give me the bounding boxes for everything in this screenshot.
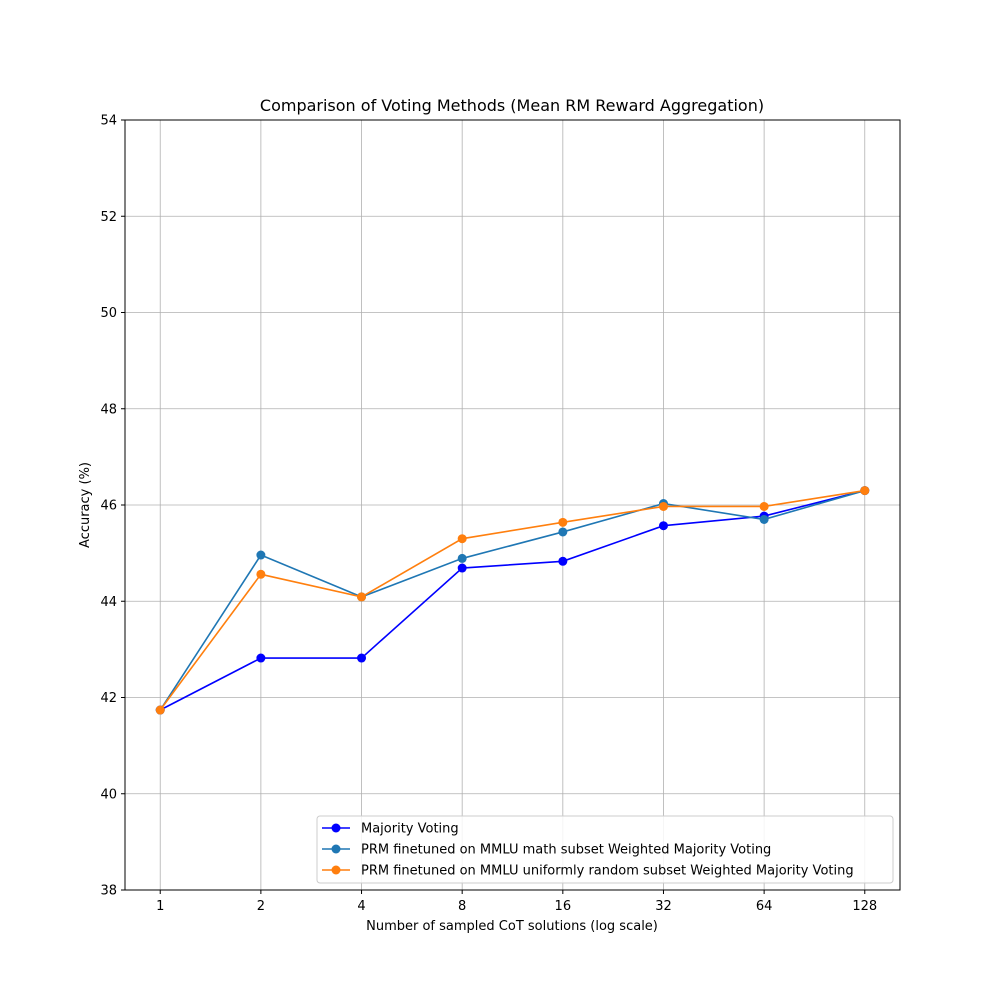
data-point xyxy=(558,517,568,527)
x-tick-label: 2 xyxy=(257,899,265,914)
y-axis-ticks: 38 40 42 44 46 48 50 52 54 xyxy=(100,114,125,899)
data-point xyxy=(457,553,467,563)
series-line xyxy=(159,489,865,711)
y-tick-label: 46 xyxy=(100,499,117,514)
data-point xyxy=(357,653,367,663)
y-tick-label: 48 xyxy=(100,402,117,417)
legend-box xyxy=(316,815,894,884)
data-point xyxy=(759,514,769,524)
legend-label: PRM finetuned on MMLU uniformly random s… xyxy=(361,864,854,879)
series-line xyxy=(159,489,865,711)
data-point xyxy=(155,705,165,715)
data-point xyxy=(256,653,266,663)
legend-item: Majority Voting xyxy=(322,822,459,837)
data-point xyxy=(457,534,467,544)
series-3 xyxy=(155,486,870,715)
y-tick-label: 50 xyxy=(100,306,117,321)
series-layer xyxy=(155,486,870,715)
x-tick-label: 32 xyxy=(655,899,672,914)
series-line xyxy=(159,489,865,711)
x-tick-label: 16 xyxy=(555,899,572,914)
y-tick-label: 54 xyxy=(100,114,117,129)
data-point xyxy=(759,501,769,511)
legend-marker xyxy=(331,823,341,833)
data-point xyxy=(558,527,568,537)
grid-lines xyxy=(125,119,900,891)
y-tick-label: 42 xyxy=(100,691,117,706)
legend-item: PRM finetuned on MMLU uniformly random s… xyxy=(322,864,854,879)
legend-label: PRM finetuned on MMLU math subset Weight… xyxy=(361,843,771,858)
legend: Majority Voting PRM finetuned on MMLU mat… xyxy=(316,815,894,884)
legend-marker xyxy=(331,865,341,875)
data-point xyxy=(658,521,668,531)
y-tick-label: 40 xyxy=(100,787,117,802)
data-point xyxy=(457,563,467,573)
data-point xyxy=(658,501,668,511)
legend-marker xyxy=(331,844,341,854)
x-tick-label: 128 xyxy=(852,899,877,914)
y-tick-label: 44 xyxy=(100,595,117,610)
y-tick-label: 38 xyxy=(100,884,117,899)
data-point xyxy=(860,486,870,496)
legend-item: PRM finetuned on MMLU math subset Weight… xyxy=(322,843,771,858)
series-2 xyxy=(155,486,870,715)
x-tick-label: 64 xyxy=(756,899,773,914)
y-axis-label: Accuracy (%) xyxy=(78,462,93,548)
chart-title: Comparison of Voting Methods (Mean RM Re… xyxy=(260,96,764,115)
data-point xyxy=(256,569,266,579)
data-point xyxy=(558,556,568,566)
x-tick-label: 1 xyxy=(156,899,164,914)
x-tick-label: 8 xyxy=(458,899,466,914)
x-axis-ticks: 1 2 4 8 16 32 64 128 xyxy=(156,890,877,914)
data-point xyxy=(357,592,367,602)
data-point xyxy=(256,550,266,560)
x-tick-label: 4 xyxy=(357,899,365,914)
legend-label: Majority Voting xyxy=(361,822,459,837)
x-axis-label: Number of sampled CoT solutions (log sca… xyxy=(366,919,658,934)
y-tick-label: 52 xyxy=(100,210,117,225)
